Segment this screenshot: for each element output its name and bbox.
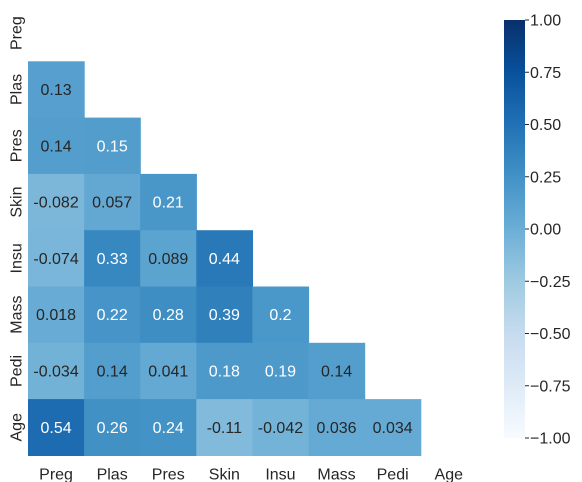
y-tick-label-preg: Preg [9,16,26,50]
colorbar-tick-label: −0.50 [530,326,571,343]
cell-value-label: 0.13 [40,82,71,99]
colorbar-tick-label: 1.00 [530,13,561,30]
heatmap-cell-pedi-plas [84,342,141,400]
heatmap-cell-age-mass [308,399,366,456]
cell-value-label: 0.39 [209,307,240,324]
cell-value-label: -0.042 [258,420,303,437]
x-tick-label-plas: Plas [97,466,128,482]
y-tick-label-age: Age [9,413,26,442]
heatmap-cell-labels: 0.13 0.14 0.15 -0.082 0.057 0.21 -0.074 0.33 0.0… [33,82,412,437]
heatmap-cell-age-skin [196,399,253,456]
heatmap-cell-mass-insu [252,286,310,344]
y-axis-tick-labels: Preg Plas Pres Skin Insu Mass Pedi Age [9,16,26,441]
cell-value-label: 0.14 [40,138,71,155]
y-tick-label-pres: Pres [9,129,26,162]
cell-value-label: 0.2 [269,307,291,324]
colorbar-tick-label: 0.50 [530,117,561,134]
cell-value-label: 0.034 [373,420,413,437]
x-tick-label-insu: Insu [265,466,295,482]
heatmap-cell-mass-pres [140,286,197,344]
heatmap-cell-age-insu [252,399,310,456]
cell-value-label: 0.14 [97,363,128,380]
heatmap-cell-pres-preg [28,117,85,175]
x-tick-label-mass: Mass [317,466,355,482]
heatmap-cell-skin-pres [140,173,197,231]
heatmap-cell-pedi-mass [308,342,366,400]
x-axis-tick-labels: Preg Plas Pres Skin Insu Mass Pedi Age [39,466,463,482]
heatmap-cell-pedi-insu [252,342,310,400]
colorbar: 1.00 0.75 0.50 0.25 0.00 −0.25 −0.50 −0.75 −1.00 [504,13,571,448]
cell-value-label: 0.33 [97,251,128,268]
x-tick-label-pedi: Pedi [377,466,409,482]
heatmap-cell-insu-plas [84,230,141,288]
heatmap-cell-plas-preg [28,61,85,119]
y-tick-label-skin: Skin [9,186,26,217]
cell-value-label: 0.057 [92,195,132,212]
cell-value-label: 0.19 [265,363,296,380]
cell-value-label: 0.26 [97,420,128,437]
heatmap-cell-insu-skin [196,230,253,288]
colorbar-tick-label: −0.25 [530,274,571,291]
cell-value-label: -0.11 [207,420,242,437]
heatmap-cell-mass-preg [28,286,85,344]
cell-value-label: 0.14 [321,363,352,380]
cell-value-label: -0.034 [33,363,78,380]
cell-value-label: 0.041 [148,363,188,380]
heatmap-cell-age-pres [140,399,197,456]
colorbar-ticks: 1.00 0.75 0.50 0.25 0.00 −0.25 −0.50 −0.75 −1.00 [525,13,571,448]
heatmap-cell-pedi-pres [140,342,197,400]
heatmap-cell-age-pedi [364,399,422,456]
cell-value-label: 0.28 [153,307,184,324]
heatmap-cell-skin-plas [84,173,141,231]
heatmap-cell-pedi-preg [28,342,85,400]
y-tick-label-insu: Insu [9,243,26,273]
cell-value-label: 0.018 [36,307,76,324]
colorbar-gradient [504,20,525,438]
cell-value-label: 0.22 [97,307,128,324]
cell-value-label: 0.44 [209,251,240,268]
cell-value-label: -0.074 [33,251,78,268]
cell-value-label: 0.18 [209,363,240,380]
heatmap-cell-mass-plas [84,286,141,344]
y-tick-label-pedi: Pedi [9,355,26,387]
x-tick-label-age: Age [435,466,464,482]
colorbar-tick-label: −0.75 [530,378,571,395]
heatmap-cell-age-preg [28,399,85,456]
x-tick-label-pres: Pres [152,466,185,482]
heatmap-cell-mass-skin [196,286,253,344]
cell-value-label: 0.15 [97,138,128,155]
heatmap-cell-pres-plas [84,117,141,175]
colorbar-tick-label: −1.00 [530,431,571,448]
cell-value-label: 0.036 [317,420,357,437]
cell-value-label: 0.21 [153,195,184,212]
y-tick-label-mass: Mass [9,296,26,334]
heatmap-cell-skin-preg [28,173,85,231]
heatmap-cells [28,61,422,456]
cell-value-label: 0.089 [148,251,188,268]
y-tick-label-plas: Plas [9,74,26,105]
cell-value-label: 0.24 [153,420,184,437]
colorbar-tick-label: 0.25 [530,169,561,186]
cell-value-label: 0.54 [40,420,71,437]
heatmap-cell-pedi-skin [196,342,253,400]
colorbar-tick-label: 0.75 [530,65,561,82]
colorbar-tick-label: 0.00 [530,222,561,239]
heatmap-cell-age-plas [84,399,141,456]
x-tick-label-skin: Skin [209,466,240,482]
heatmap-cell-insu-preg [28,230,85,288]
heatmap-cell-insu-pres [140,230,197,288]
cell-value-label: -0.082 [33,195,78,212]
x-tick-label-preg: Preg [39,466,73,482]
